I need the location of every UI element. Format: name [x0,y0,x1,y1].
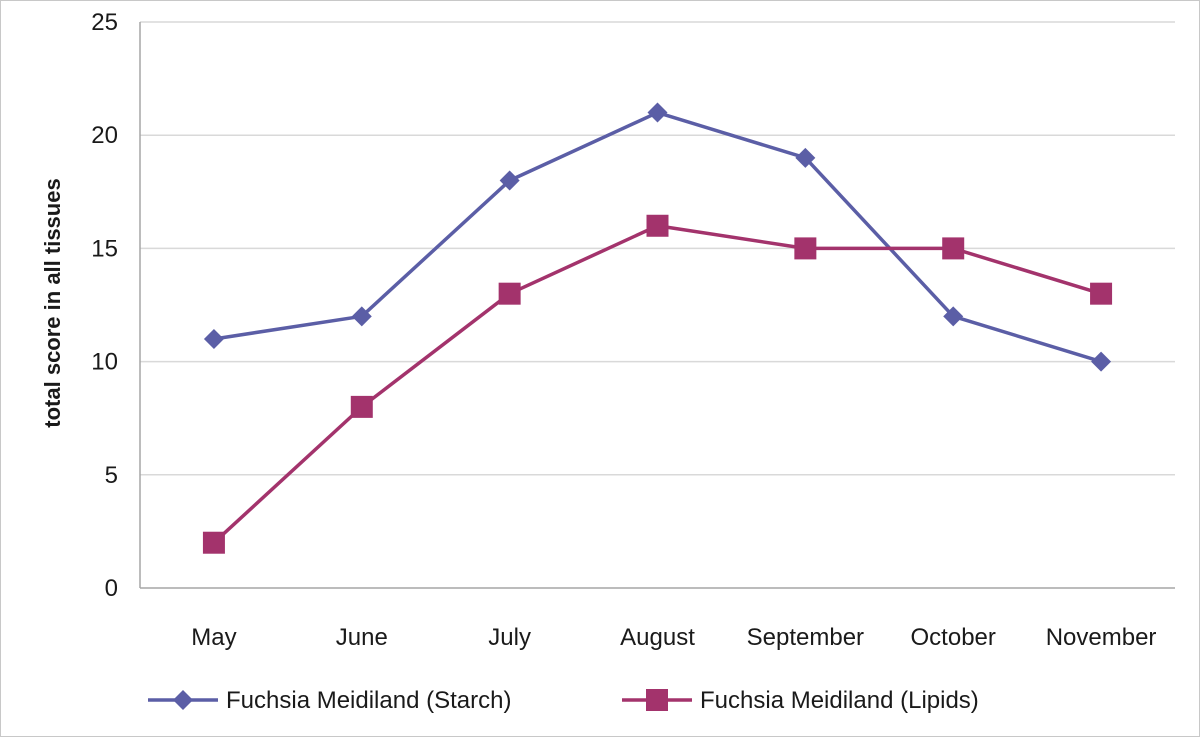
series-line [213,110,1102,364]
y-tick-label: 0 [105,575,118,602]
x-tick-label: June [336,624,388,651]
y-tick-labels: 0 5 10 15 20 25 [91,9,118,602]
data-point-square [646,214,669,237]
data-point-square [942,237,965,260]
legend-label: Fuchsia Meidiland (Starch) [226,687,511,714]
data-point-square [350,395,373,418]
data-point-diamond [203,328,224,349]
data-point-square [202,531,225,554]
series-line-group [203,102,1112,372]
data-point-diamond [647,102,668,123]
legend: Fuchsia Meidiland (Starch) Fuchsia Meidil… [148,687,979,714]
y-tick-label: 20 [91,122,118,149]
x-tick-label: November [1046,624,1157,651]
data-point-square [794,237,817,260]
data-point-diamond [173,690,193,710]
x-tick-label: July [488,624,531,651]
y-tick-label: 25 [91,9,118,36]
series [202,102,1113,554]
series-line [212,224,1102,545]
data-point-diamond [943,306,964,327]
data-point-square [1090,282,1113,305]
gridlines [140,21,1175,476]
legend-item: Fuchsia Meidiland (Starch) [148,687,511,714]
data-point-diamond [499,170,520,191]
data-point-diamond [351,306,372,327]
axes [139,22,1175,589]
y-tick-label: 5 [105,462,118,489]
y-tick-label: 15 [91,235,118,262]
data-point-square [646,689,668,711]
x-tick-label: May [191,624,236,651]
data-point-square [498,282,521,305]
x-tick-label: August [620,624,695,651]
data-point-diamond [1091,351,1112,372]
series-line-group [202,214,1113,554]
x-tick-label: October [911,624,996,651]
legend-label: Fuchsia Meidiland (Lipids) [700,687,979,714]
legend-item: Fuchsia Meidiland (Lipids) [622,687,979,714]
x-tick-labels: May June July August September October Novembe… [191,624,1156,651]
y-axis-title: total score in all tissues [40,178,65,427]
x-tick-label: September [747,624,864,651]
data-point-diamond [795,147,816,168]
y-tick-label: 10 [91,349,118,376]
